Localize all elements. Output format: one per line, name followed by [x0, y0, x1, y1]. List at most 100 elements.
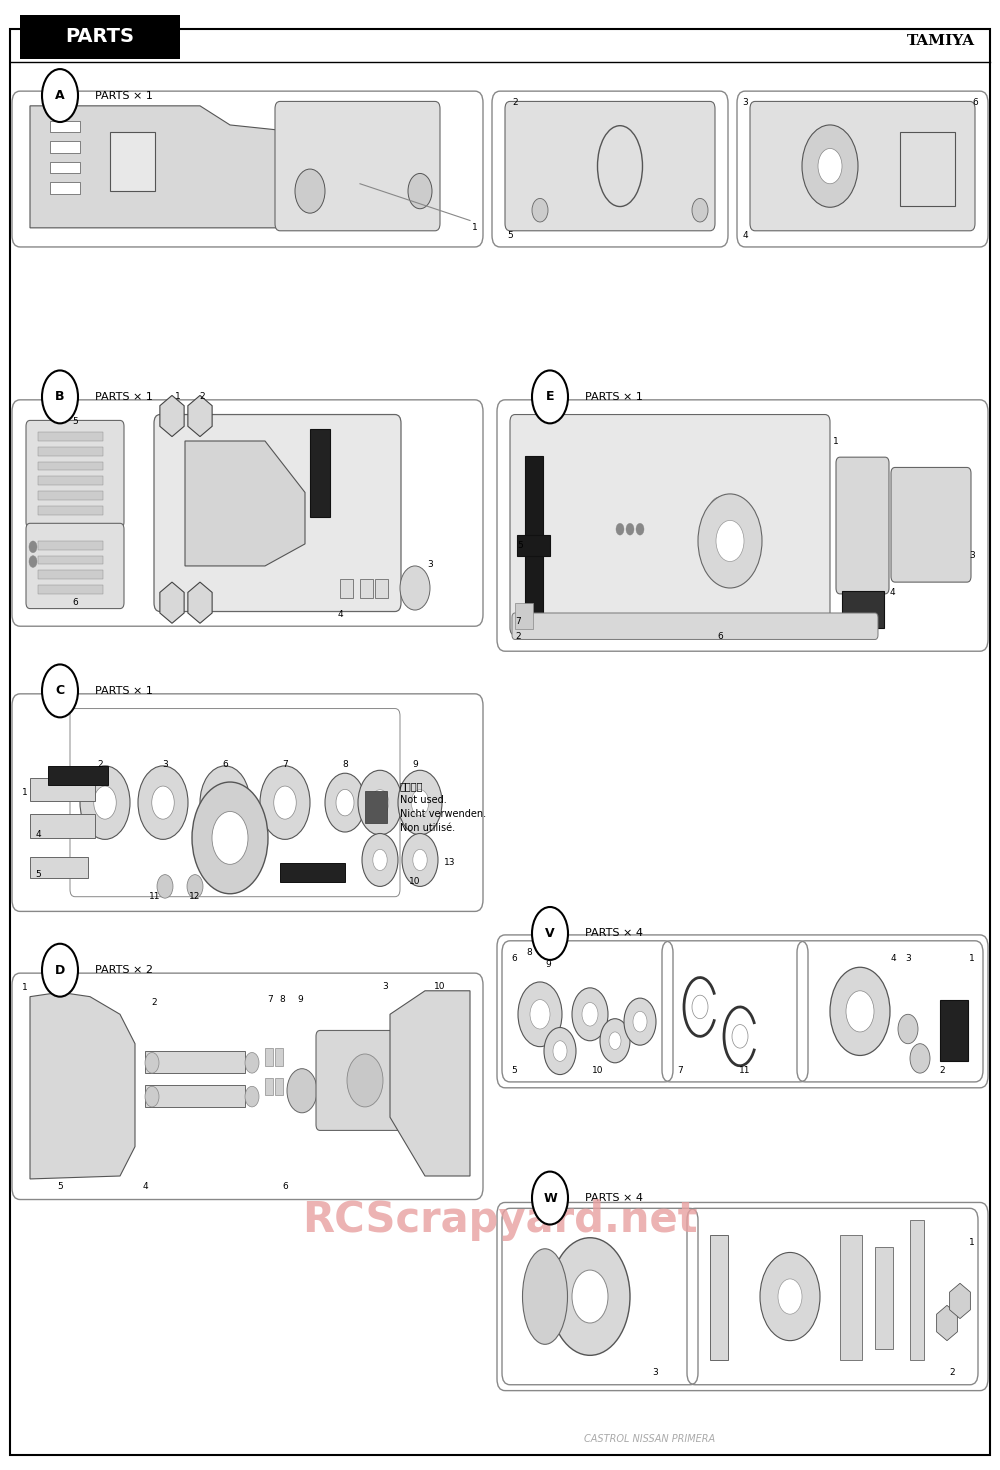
Bar: [38, 506, 103, 514]
Circle shape: [550, 1238, 630, 1355]
Text: A: A: [55, 90, 65, 101]
Text: 8: 8: [342, 760, 348, 769]
Bar: [265, 1048, 273, 1066]
FancyBboxPatch shape: [836, 457, 889, 594]
Text: 5: 5: [511, 1066, 517, 1075]
Text: 7: 7: [515, 617, 521, 626]
FancyBboxPatch shape: [316, 1030, 414, 1130]
Circle shape: [636, 523, 644, 535]
Circle shape: [572, 988, 608, 1041]
FancyBboxPatch shape: [154, 415, 401, 612]
Circle shape: [245, 1086, 259, 1107]
Bar: [365, 791, 387, 823]
Circle shape: [80, 766, 130, 839]
Text: W: W: [543, 1192, 557, 1204]
Text: 7: 7: [267, 995, 273, 1004]
Text: 1: 1: [969, 1238, 975, 1247]
Text: 9: 9: [545, 960, 551, 969]
Circle shape: [778, 1279, 802, 1314]
Circle shape: [42, 69, 78, 122]
Bar: [38, 541, 103, 550]
Text: 1: 1: [472, 223, 478, 232]
Bar: [110, 132, 155, 191]
FancyBboxPatch shape: [510, 415, 830, 635]
Circle shape: [413, 850, 427, 870]
Circle shape: [544, 1028, 576, 1075]
Bar: [265, 1078, 273, 1095]
Text: 2: 2: [515, 632, 521, 641]
Bar: [38, 447, 103, 456]
Circle shape: [626, 523, 634, 535]
Circle shape: [411, 789, 429, 816]
Bar: [38, 432, 103, 441]
Circle shape: [398, 770, 442, 835]
Circle shape: [530, 1000, 550, 1029]
Bar: [875, 1247, 893, 1349]
Circle shape: [214, 786, 236, 819]
Circle shape: [371, 789, 389, 816]
Circle shape: [846, 991, 874, 1032]
Circle shape: [532, 1172, 568, 1225]
Circle shape: [94, 786, 116, 819]
Circle shape: [760, 1252, 820, 1341]
Circle shape: [42, 664, 78, 717]
Text: 不用部品
Not used.
Nicht verwenden.
Non utilisé.: 不用部品 Not used. Nicht verwenden. Non util…: [400, 781, 486, 833]
Text: 6: 6: [282, 1182, 288, 1191]
Text: 2: 2: [151, 998, 157, 1007]
Text: 1: 1: [969, 954, 975, 963]
Text: 5: 5: [72, 417, 78, 426]
Bar: [280, 863, 345, 882]
Circle shape: [274, 786, 296, 819]
Text: 1: 1: [833, 437, 839, 445]
Text: PARTS: PARTS: [66, 28, 134, 46]
Text: 3: 3: [652, 1369, 658, 1377]
Text: 6: 6: [972, 98, 978, 107]
Bar: [275, 1048, 283, 1066]
Circle shape: [572, 1270, 608, 1323]
FancyBboxPatch shape: [891, 467, 971, 582]
Circle shape: [692, 995, 708, 1019]
Bar: [360, 579, 373, 598]
Circle shape: [518, 982, 562, 1047]
Circle shape: [29, 541, 37, 553]
Text: 4: 4: [890, 954, 896, 963]
Circle shape: [609, 1032, 621, 1050]
Text: 7: 7: [677, 1066, 683, 1075]
Text: 4: 4: [889, 588, 895, 597]
Text: 3: 3: [905, 954, 911, 963]
Bar: [38, 476, 103, 485]
Circle shape: [138, 766, 188, 839]
Circle shape: [532, 370, 568, 423]
Text: 1: 1: [22, 983, 28, 992]
Bar: [340, 579, 353, 598]
Text: 2: 2: [512, 98, 518, 107]
Text: 3: 3: [969, 551, 975, 560]
Bar: [38, 585, 103, 594]
Circle shape: [408, 173, 432, 209]
Bar: [30, 814, 95, 838]
Text: RCScrapyard.net: RCScrapyard.net: [302, 1200, 698, 1241]
Circle shape: [42, 944, 78, 997]
Bar: [840, 1235, 862, 1360]
Text: 1: 1: [22, 788, 28, 797]
Circle shape: [633, 1011, 647, 1032]
Circle shape: [716, 520, 744, 562]
Bar: [38, 462, 103, 470]
Text: PARTS × 4: PARTS × 4: [585, 929, 643, 938]
Text: D: D: [55, 964, 65, 976]
Circle shape: [145, 1053, 159, 1073]
Bar: [50, 141, 80, 153]
Text: 2: 2: [199, 392, 205, 401]
Circle shape: [42, 370, 78, 423]
Circle shape: [347, 1054, 383, 1107]
Bar: [145, 1085, 245, 1107]
Polygon shape: [30, 106, 420, 228]
Text: 6: 6: [72, 598, 78, 607]
Circle shape: [212, 811, 248, 864]
Circle shape: [616, 523, 624, 535]
Text: 5: 5: [507, 231, 513, 240]
Circle shape: [295, 169, 325, 213]
Circle shape: [624, 998, 656, 1045]
Circle shape: [802, 125, 858, 207]
FancyBboxPatch shape: [26, 523, 124, 609]
